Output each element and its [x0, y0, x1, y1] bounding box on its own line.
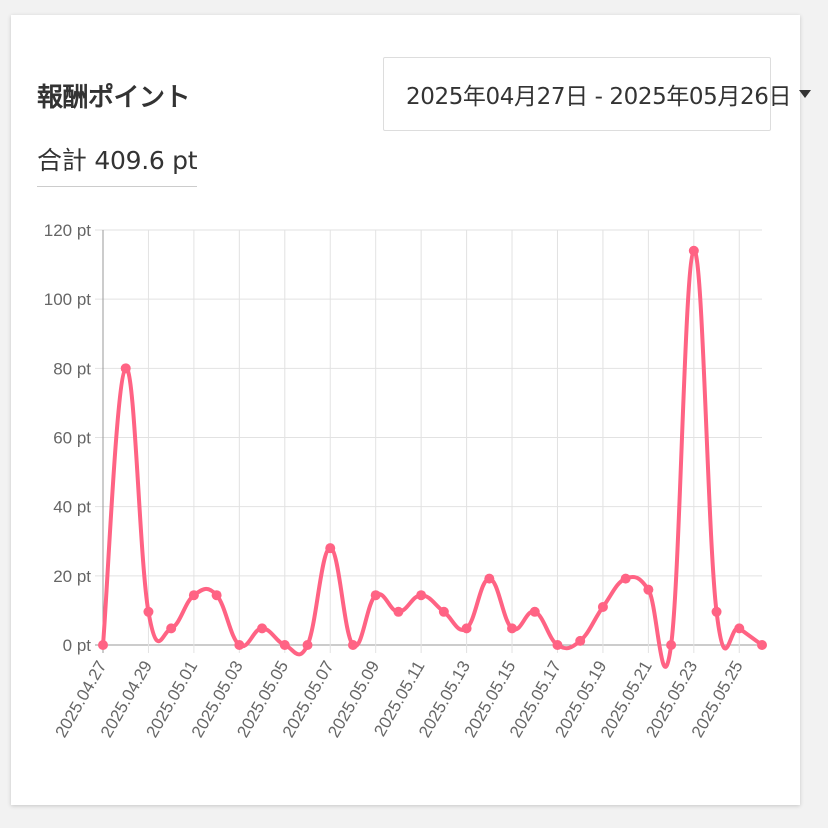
- y-axis-ticks: 0 pt 20 pt 40 pt 60 pt 80 pt 100 pt 120 pt: [44, 221, 92, 655]
- chart-grid: [95, 229, 762, 653]
- card-title: 報酬ポイント: [37, 83, 191, 113]
- date-range-button[interactable]: 2025年04月27日 - 2025年05月26日: [383, 57, 812, 131]
- data-point: [484, 573, 495, 584]
- data-point: [734, 623, 745, 634]
- data-point: [370, 590, 381, 601]
- data-point: [597, 601, 608, 612]
- y-tick-label: 80 pt: [53, 359, 91, 378]
- data-point: [666, 640, 677, 650]
- y-tick-label: 20 pt: [53, 567, 91, 586]
- data-point: [393, 606, 404, 617]
- data-point: [620, 573, 631, 584]
- y-tick-label: 100 pt: [44, 290, 92, 309]
- data-point: [688, 245, 699, 256]
- caret-down-icon: [799, 90, 812, 98]
- total-points: 合計 409.6 pt: [37, 141, 198, 187]
- data-point: [279, 640, 290, 650]
- data-point: [234, 640, 245, 650]
- data-point: [643, 584, 654, 595]
- data-point: [575, 635, 586, 646]
- data-point: [416, 590, 427, 601]
- data-point: [188, 590, 199, 601]
- chart-series: [98, 245, 767, 669]
- data-point: [98, 640, 108, 650]
- data-point: [757, 640, 767, 650]
- data-point: [211, 590, 222, 601]
- data-point: [438, 606, 449, 617]
- data-point: [347, 640, 358, 650]
- reward-points-card: 報酬ポイント 2025年04月27日 - 2025年05月26日 合計 409.6…: [11, 15, 812, 805]
- data-point: [257, 623, 268, 634]
- data-point: [143, 606, 154, 617]
- total-label: 合計: [37, 146, 87, 175]
- data-point: [552, 640, 563, 650]
- y-tick-label: 60 pt: [53, 429, 91, 448]
- data-point: [529, 606, 540, 617]
- data-point: [325, 543, 336, 554]
- data-point: [461, 623, 472, 634]
- date-range-label: 2025年04月27日 - 2025年05月26日: [406, 84, 792, 110]
- x-axis-ticks: 2025.04.272025.04.292025.05.012025.05.03…: [51, 658, 746, 741]
- y-tick-label: 0 pt: [63, 636, 92, 655]
- data-point: [711, 606, 722, 617]
- y-tick-label: 120 pt: [44, 221, 92, 240]
- data-point: [166, 623, 177, 634]
- data-point: [120, 363, 131, 374]
- series-line: [101, 248, 764, 669]
- data-point: [302, 640, 313, 650]
- data-point: [507, 623, 518, 634]
- total-value: 409.6 pt: [94, 146, 198, 175]
- y-tick-label: 40 pt: [53, 498, 91, 517]
